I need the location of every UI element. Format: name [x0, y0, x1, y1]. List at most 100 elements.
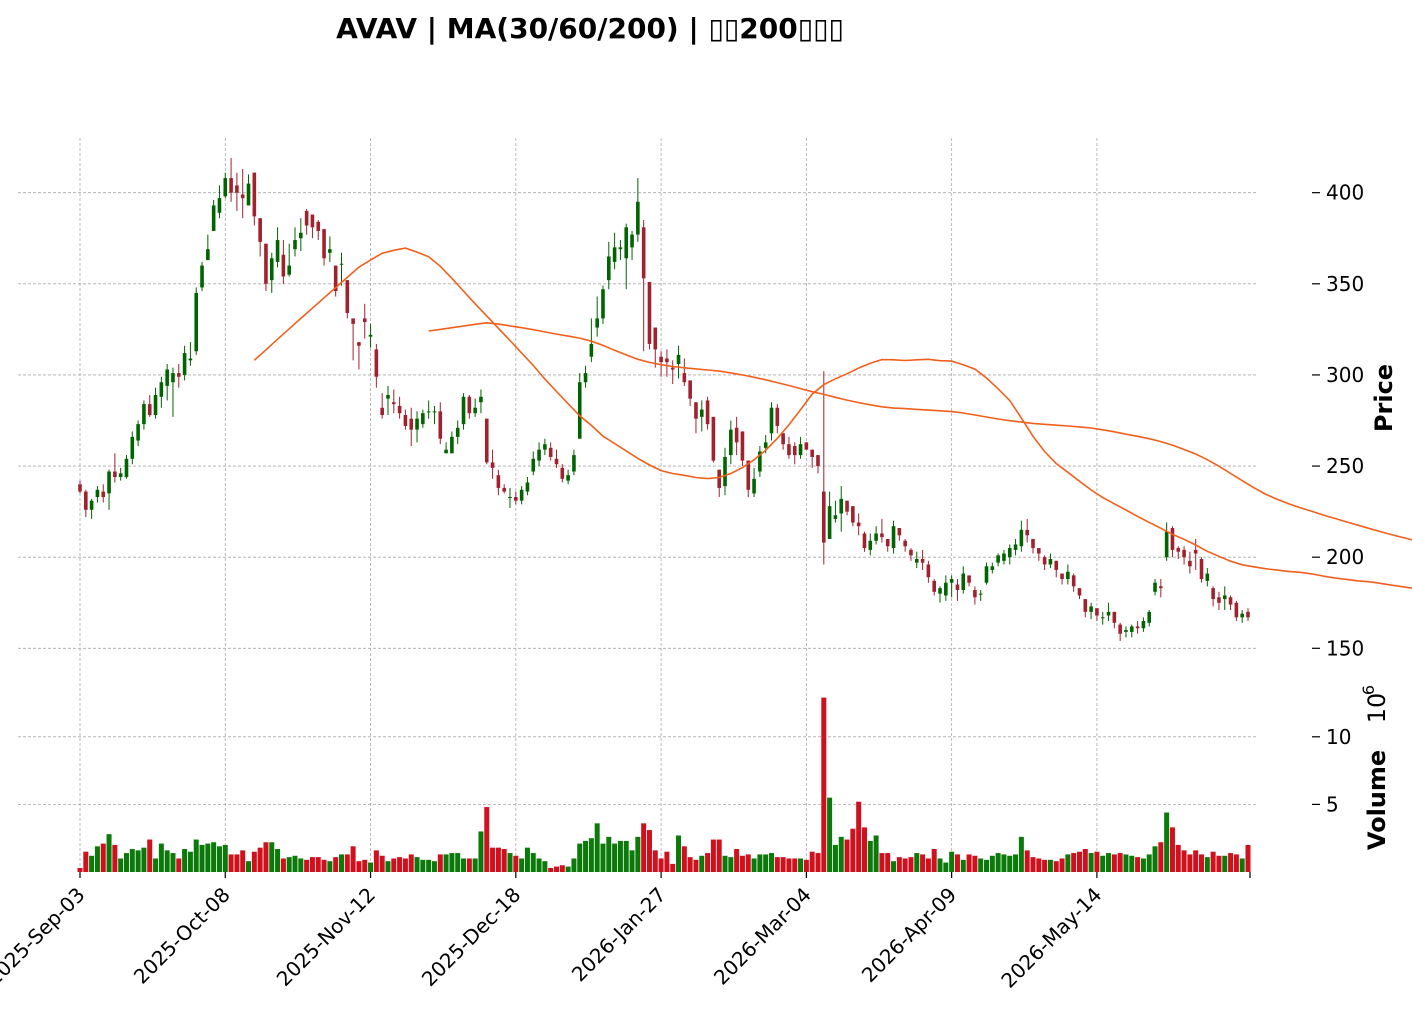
- candle-body: [508, 497, 512, 499]
- volume-bar: [571, 858, 577, 872]
- ma30-line: [253, 247, 1412, 589]
- candle-body: [1089, 606, 1093, 612]
- candle-body: [1147, 611, 1152, 623]
- volume-bar: [832, 844, 838, 872]
- candle-body: [833, 515, 838, 519]
- candle-body: [612, 247, 617, 262]
- candle-body: [1240, 613, 1244, 618]
- volume-bar: [490, 847, 496, 872]
- volume-bar: [827, 797, 833, 872]
- volume-bar: [838, 836, 844, 872]
- candle-body: [229, 178, 233, 193]
- volume-bar: [751, 858, 757, 872]
- volume-bar: [495, 847, 501, 872]
- volume-bar: [954, 854, 960, 872]
- volume-bar: [891, 861, 897, 872]
- candle-body: [798, 444, 803, 456]
- price-tick-label: 350: [1326, 272, 1364, 296]
- candle-body: [909, 549, 913, 556]
- date-tick-label: 2025-Dec-18: [417, 883, 526, 992]
- volume-bar: [623, 840, 629, 872]
- candle-body: [1077, 588, 1082, 596]
- volume-bar: [275, 849, 281, 872]
- candle-body: [1193, 549, 1198, 554]
- candle-body: [740, 431, 745, 461]
- candle-body: [159, 382, 164, 397]
- candle-body: [775, 407, 780, 426]
- candle-body: [461, 396, 466, 425]
- volume-bar: [1210, 851, 1216, 872]
- volume-bar: [1187, 854, 1193, 872]
- candle-body: [880, 533, 884, 538]
- candle-body: [258, 218, 262, 242]
- candle-body: [171, 373, 175, 383]
- candle-body: [275, 240, 280, 262]
- volume-bar: [344, 854, 350, 872]
- volume-bar: [652, 850, 658, 872]
- volume-bar: [135, 850, 141, 872]
- volume-bar: [292, 855, 298, 872]
- volume-bar: [937, 858, 943, 872]
- candle-body: [577, 382, 582, 439]
- candle-body: [182, 353, 187, 375]
- candle-body: [897, 528, 902, 536]
- volume-bar: [583, 840, 589, 872]
- candle-body: [851, 506, 855, 523]
- volume-bar: [437, 854, 443, 872]
- volume-bar: [153, 858, 159, 872]
- candle-body: [113, 471, 117, 477]
- volume-bar: [118, 858, 124, 872]
- candle-body: [1129, 626, 1134, 632]
- candle-body: [136, 424, 140, 441]
- volume-bar: [222, 844, 228, 872]
- candle-body: [1234, 602, 1239, 618]
- volume-bar: [1123, 854, 1129, 872]
- candle-body: [1135, 626, 1140, 629]
- volume-bar: [548, 867, 554, 872]
- candle-body: [659, 356, 663, 363]
- candle-body: [368, 334, 373, 337]
- candle-body: [345, 280, 350, 313]
- volume-bar: [803, 859, 809, 872]
- volume-bar: [1100, 855, 1106, 872]
- candle-body: [554, 458, 559, 465]
- candle-body: [525, 482, 530, 492]
- candle-body: [1159, 586, 1163, 589]
- volume-bar: [524, 847, 530, 872]
- candle-body: [1037, 548, 1041, 554]
- candle-body: [543, 444, 547, 450]
- volume-bar: [559, 865, 565, 872]
- candle-body: [432, 411, 437, 413]
- volume-bar: [1152, 846, 1158, 872]
- volume-axis-label: Volume: [1363, 750, 1391, 850]
- candle-body: [1007, 548, 1012, 558]
- volume-bar: [1193, 850, 1199, 872]
- candle-body: [339, 263, 344, 265]
- volume-bar: [658, 858, 664, 872]
- candle-body: [322, 229, 326, 259]
- candle-body: [920, 559, 925, 563]
- price-tick-label: 300: [1326, 363, 1364, 387]
- volume-bar: [158, 843, 164, 872]
- volume-bar: [1204, 857, 1210, 872]
- volume-bar: [373, 850, 379, 872]
- candle-body: [153, 394, 158, 416]
- candle-body: [1124, 630, 1128, 632]
- candle-body: [206, 249, 210, 261]
- volume-bar: [182, 849, 188, 872]
- volume-bar: [176, 858, 182, 872]
- candle-body: [362, 318, 367, 323]
- volume-bar: [635, 836, 641, 872]
- volume-bar: [641, 823, 647, 872]
- volume-bar: [1030, 857, 1036, 872]
- volume-bar: [850, 828, 856, 872]
- volume-bar: [251, 851, 257, 872]
- candle-body: [391, 402, 396, 405]
- candle-body: [914, 559, 919, 563]
- candle-body: [1025, 529, 1029, 536]
- volume-bar: [1199, 854, 1205, 872]
- volume-bar: [896, 857, 902, 872]
- volume-bar: [920, 854, 926, 872]
- volume-bar: [89, 855, 95, 872]
